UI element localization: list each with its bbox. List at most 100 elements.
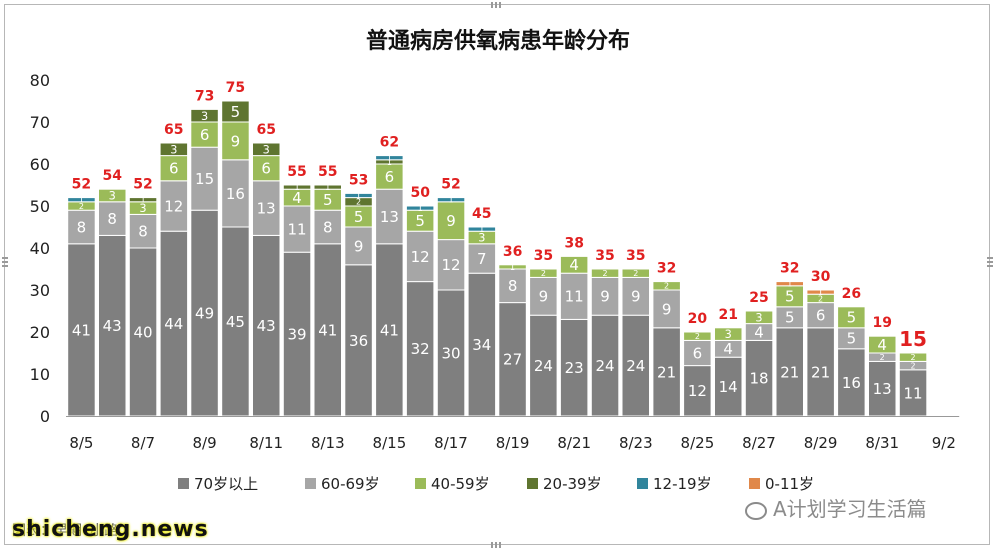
bar-value-label: 30 [441, 344, 460, 362]
bar-value-label: 21 [657, 363, 676, 381]
bar-value-label: 16 [842, 374, 861, 392]
x-tick-label: 8/25 [681, 434, 715, 452]
resize-handle-top[interactable] [491, 2, 503, 8]
bar-segment [436, 201, 466, 241]
bar-segment [190, 146, 219, 211]
bar-value-label: 3 [201, 110, 208, 123]
bar-segment [282, 251, 312, 417]
bar-value-label: 4 [292, 189, 302, 207]
bar-segment [159, 230, 189, 417]
bar-value-label: 43 [257, 317, 276, 335]
bar-value-label: 11 [565, 288, 584, 306]
bar-value-label: 8 [107, 210, 117, 228]
y-tick-label: 10 [30, 365, 50, 384]
bar-segment [313, 243, 342, 417]
bar-value-label: 3 [478, 232, 485, 245]
bar-value-label: 2 [695, 332, 700, 341]
x-tick-label: 8/21 [557, 434, 591, 452]
bar-value-label: 1 [510, 263, 515, 272]
bar-total-label: 52 [441, 177, 460, 193]
bar-segment [67, 197, 96, 203]
legend-swatch [527, 478, 538, 489]
bar-total-label: 19 [872, 315, 891, 331]
bar-segment [221, 100, 250, 123]
bar-value-label: 12 [441, 256, 460, 274]
bar-segment [590, 276, 620, 316]
bar-total-label: 26 [842, 286, 861, 302]
y-tick-label: 0 [40, 407, 50, 426]
bar-value-label: 5 [415, 212, 425, 230]
bar-value-label: 1 [356, 191, 361, 200]
bar-total-label: 75 [226, 80, 245, 96]
resize-handle-bottom[interactable] [491, 542, 503, 548]
bar-segment [252, 234, 281, 417]
bar-segment [652, 327, 681, 417]
bar-value-label: 43 [103, 317, 122, 335]
bar-value-label: 1 [294, 183, 299, 192]
bar-segment [98, 188, 127, 203]
bar-segment [590, 314, 620, 417]
watermark-shicheng: shicheng.news [12, 517, 209, 542]
bar-value-label: 13 [257, 200, 276, 218]
y-tick-label: 40 [30, 239, 50, 258]
bar-segment [252, 155, 281, 182]
bar-segment [436, 197, 466, 203]
y-tick-label: 60 [30, 155, 50, 174]
bar-value-label: 12 [411, 248, 430, 266]
bar-segment [529, 268, 558, 278]
bar-value-label: 2 [910, 362, 915, 371]
bar-value-label: 40 [133, 323, 152, 341]
bar-segment [621, 276, 650, 316]
bar-segment [868, 335, 897, 354]
bar-segment [159, 155, 189, 182]
bar-value-label: 1 [818, 288, 823, 297]
x-tick-label: 8/7 [131, 434, 155, 452]
bar-total-label: 35 [595, 248, 614, 264]
bar-value-label: 3 [170, 143, 177, 156]
bar-value-label: 6 [816, 307, 826, 325]
bar-segment [714, 356, 743, 417]
bar-value-label: 9 [354, 237, 364, 255]
y-tick-label: 20 [30, 323, 50, 342]
bar-total-label: 53 [349, 172, 368, 188]
bar-segment [498, 268, 527, 304]
bar-segment [529, 314, 558, 417]
bar-value-label: 6 [200, 126, 210, 144]
bar-value-label: 27 [503, 351, 522, 369]
bar-segment [683, 331, 712, 341]
bar-value-label: 41 [318, 321, 337, 339]
x-tick-label: 8/11 [249, 434, 283, 452]
bar-total-label: 15 [899, 327, 927, 351]
bar-value-label: 9 [600, 288, 610, 306]
legend-label: 60-69岁 [321, 475, 380, 493]
bar-value-label: 2 [541, 269, 546, 278]
legend-label: 70岁以上 [194, 475, 258, 493]
bar-value-label: 13 [380, 208, 399, 226]
bar-value-label: 3 [263, 143, 270, 156]
bar-total-label: 73 [195, 88, 214, 104]
bar-total-label: 38 [564, 235, 583, 251]
bar-value-label: 6 [693, 344, 703, 362]
bar-value-label: 2 [79, 202, 84, 211]
watermark-account: A计划学习生活篇 [745, 493, 927, 522]
bar-value-label: 23 [565, 359, 584, 377]
x-tick-label: 8/15 [373, 434, 407, 452]
bar-value-label: 24 [626, 357, 645, 375]
bar-total-label: 45 [472, 206, 491, 222]
bar-segment [344, 192, 373, 199]
bar-segment [744, 310, 774, 325]
bar-value-label: 13 [873, 380, 892, 398]
bar-segment [375, 155, 404, 161]
resize-handle-left[interactable] [2, 255, 8, 267]
bar-segment [714, 327, 743, 341]
bar-value-label: 2 [880, 353, 885, 362]
bar-value-label: 5 [354, 208, 364, 226]
bar-value-label: 2 [356, 198, 361, 207]
bar-total-label: 55 [318, 164, 337, 180]
bar-segment [806, 289, 835, 295]
resize-handle-right[interactable] [987, 255, 993, 267]
bar-total-label: 36 [503, 244, 522, 260]
bar-segment [775, 281, 804, 287]
bar-value-label: 6 [169, 160, 179, 178]
bar-total-label: 52 [72, 177, 91, 193]
